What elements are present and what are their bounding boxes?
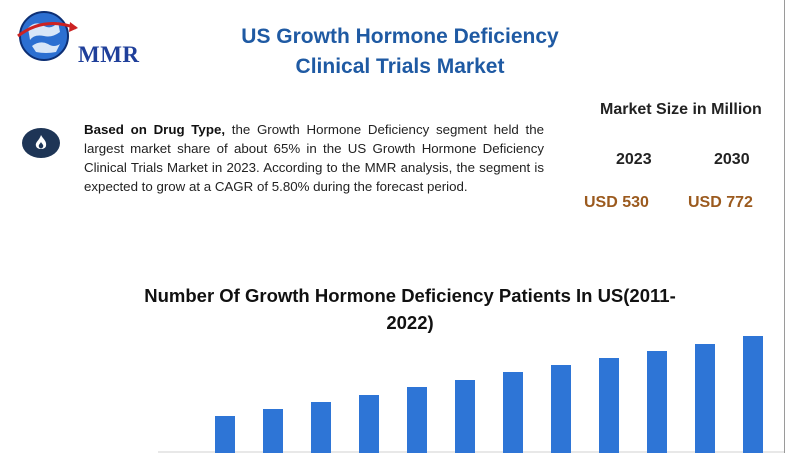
- chart-title: Number Of Growth Hormone Deficiency Pati…: [144, 285, 676, 333]
- bar-2020: [647, 351, 667, 453]
- bar-2013: [311, 402, 331, 453]
- bar-2016: [455, 380, 475, 453]
- bar-2019: [599, 358, 619, 453]
- market-value-2030: USD 772: [688, 194, 753, 211]
- bar-2015: [407, 387, 427, 453]
- logo-text: MMR: [78, 42, 140, 67]
- description-lead: Based on Drug Type,: [84, 122, 226, 137]
- bar-2017: [503, 372, 523, 453]
- market-year-2023: 2023: [616, 151, 652, 168]
- bar-2014: [359, 395, 379, 453]
- description-body: the Growth Hormone Deficiency segment he…: [84, 122, 544, 194]
- title-line-2: Clinical Trials Market: [295, 55, 505, 78]
- page-title: US Growth Hormone Deficiency Clinical Tr…: [200, 22, 600, 82]
- bar-2011: [215, 416, 235, 453]
- bar-2022: [743, 336, 763, 453]
- segment-description: Based on Drug Type, the Growth Hormone D…: [84, 120, 544, 196]
- market-size-title: Market Size in Million: [600, 101, 762, 118]
- market-value-2023: USD 530: [584, 194, 649, 211]
- bar-2018: [551, 365, 571, 453]
- market-year-2030: 2030: [714, 151, 750, 168]
- bar-2012: [263, 409, 283, 453]
- mmr-logo: MMR: [14, 6, 154, 67]
- title-line-1: US Growth Hormone Deficiency: [241, 25, 559, 48]
- globe-icon: [17, 11, 78, 61]
- bar-2021: [695, 344, 715, 453]
- flame-icon: [22, 128, 60, 158]
